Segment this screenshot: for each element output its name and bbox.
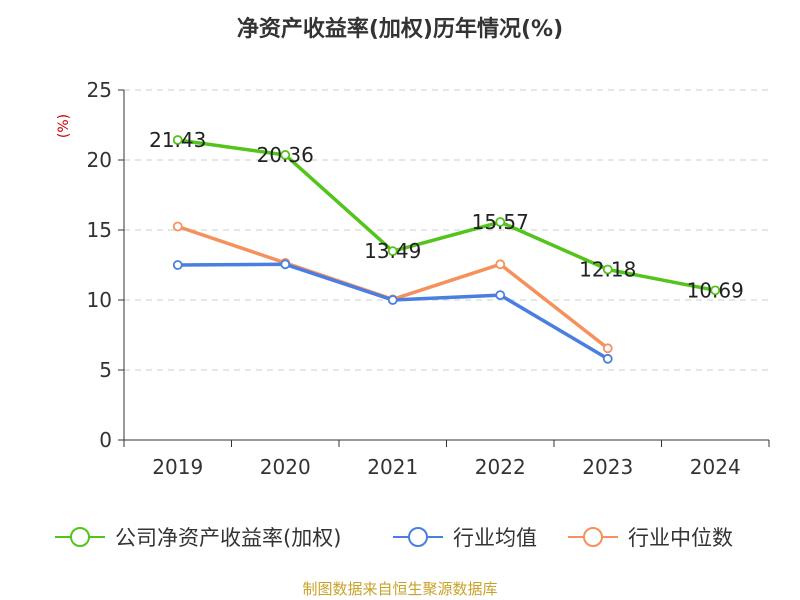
y-tick-label: 10	[87, 288, 112, 312]
legend-marker	[583, 527, 603, 547]
data-point	[280, 150, 291, 160]
x-tick-label: 2019	[152, 455, 203, 479]
data-label: 21.43	[149, 128, 206, 152]
data-label: 13.49	[364, 239, 421, 263]
legend-item-2: 行业中位数	[568, 526, 733, 550]
x-tick-label: 2020	[260, 455, 311, 479]
x-tick-label: 2022	[475, 455, 526, 479]
data-label: 10.69	[687, 278, 744, 302]
y-tick-label: 0	[99, 428, 112, 452]
data-point	[387, 295, 398, 305]
data-labels: 21.43 20.36 13.49 15.57 12.18 10.69	[149, 128, 744, 302]
y-tick-label: 20	[87, 148, 112, 172]
legend-item-1: 行业均值	[393, 526, 537, 550]
data-point	[172, 260, 183, 270]
data-point	[710, 285, 721, 296]
chart-title: 净资产收益率(加权)历年情况(%)	[237, 16, 563, 42]
legend-marker	[70, 527, 90, 547]
axes: 0 5 10 15 20 25 2019 2020 2021 2022 2023 2024	[87, 78, 770, 479]
data-point	[280, 259, 291, 270]
legend: 公司净资产收益率(加权) 行业均值 行业中位数	[55, 526, 733, 550]
legend-item-0: 公司净资产收益率(加权)	[55, 526, 341, 550]
y-axis-label: (%)	[56, 114, 72, 138]
legend-marker	[408, 527, 428, 547]
series-lines	[172, 135, 721, 364]
legend-label: 行业均值	[453, 526, 537, 550]
x-tick-label: 2021	[367, 455, 418, 479]
x-tick-label: 2023	[582, 455, 633, 479]
data-point	[172, 221, 183, 232]
y-tick-label: 25	[87, 78, 112, 102]
data-label: 15.57	[472, 210, 529, 234]
data-point	[602, 264, 613, 275]
data-point	[495, 217, 506, 227]
data-label: 12.18	[579, 257, 636, 281]
legend-label: 公司净资产收益率(加权)	[115, 526, 341, 550]
data-point	[495, 259, 506, 270]
source-note: 制图数据来自恒生聚源数据库	[302, 580, 497, 598]
y-tick-label: 15	[87, 218, 112, 242]
data-point	[495, 290, 506, 301]
data-point	[387, 246, 398, 257]
legend-label: 行业中位数	[628, 526, 733, 550]
data-point	[602, 343, 613, 354]
data-label: 20.36	[257, 143, 314, 167]
x-tick-label: 2024	[690, 455, 741, 479]
y-tick-label: 5	[99, 358, 112, 382]
series-line-1	[177, 262, 609, 361]
series-line-0	[177, 138, 716, 293]
grid-lines	[124, 89, 769, 371]
data-point	[602, 353, 613, 364]
data-point	[172, 135, 183, 145]
